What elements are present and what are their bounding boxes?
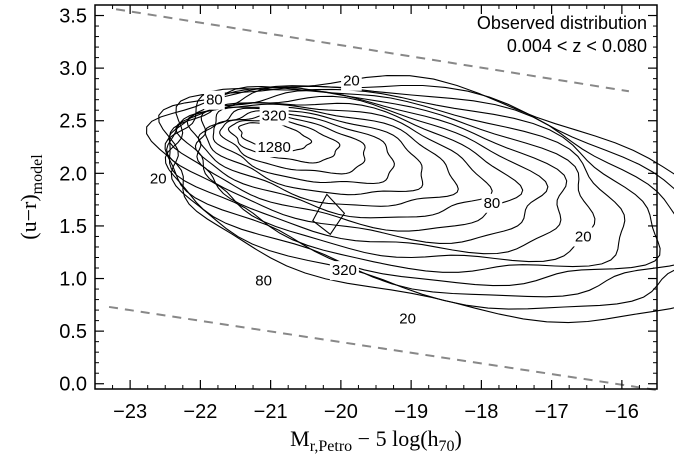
y-axis-label: (u−r)model [16, 154, 46, 240]
contour-label-background [253, 271, 274, 291]
contour-label-background [397, 309, 418, 329]
contour-label-group: 20 80 320 1280 20 80 20 320 80 20 [147, 71, 594, 329]
contour-level [164, 85, 674, 298]
contour-level [146, 75, 674, 324]
contour-label-background [255, 138, 293, 158]
y-tick-label: 3.0 [59, 58, 87, 80]
y-tick-label: 3.5 [59, 6, 87, 28]
contour-label: 80 [484, 195, 501, 212]
contour-level [164, 88, 661, 287]
contour-label-background [329, 261, 359, 281]
contour-label: 320 [332, 262, 357, 279]
contour-label: 20 [150, 171, 167, 188]
x-label-tail-sub: 70 [439, 438, 455, 455]
contour-level [194, 103, 493, 219]
x-label-close: ) [455, 426, 462, 451]
y-tick-label: 2.5 [59, 111, 87, 133]
x-tick-label: −23 [113, 401, 147, 423]
contour-label: 80 [255, 273, 272, 290]
axis-tick-labels: −23 −22 −21 −20 −19 −18 −17 −16 0.0 0.5 1.0 1.5 2.0 2… [59, 6, 639, 423]
annotation-line-2: 0.004 < z < 0.080 [507, 36, 647, 56]
contour-level [168, 90, 568, 255]
contour-label-background [204, 90, 225, 110]
contour-level [175, 95, 549, 244]
x-tick-label: −22 [183, 401, 217, 423]
x-tick-label: −18 [464, 401, 498, 423]
x-tick-label: −19 [394, 401, 428, 423]
contour-label: 20 [399, 311, 416, 328]
x-tick-label: −21 [254, 401, 288, 423]
contour-label-background [572, 227, 594, 247]
x-tick-label: −17 [535, 401, 569, 423]
contour-level [219, 113, 366, 175]
x-axis-label: Mr,Petro − 5 log(h70) [290, 426, 462, 455]
axis-ticks [94, 5, 658, 389]
y-tick-label: 1.0 [59, 269, 87, 291]
y-label-main: (u−r) [16, 194, 41, 239]
contour-label: 20 [343, 73, 360, 90]
contour-label: 20 [575, 228, 592, 245]
x-tick-label: −16 [605, 401, 639, 423]
contour-label-background [341, 71, 362, 91]
y-label-sub: model [29, 154, 46, 195]
dashed-lines [108, 8, 658, 392]
contour-level [212, 110, 395, 185]
y-tick-label: 2.0 [59, 163, 87, 185]
contour-level [197, 106, 459, 207]
contour-label-background [147, 169, 169, 189]
x-label-sub: r,Petro [310, 438, 352, 455]
contour-lines [146, 75, 674, 324]
lower-dashed-line [108, 305, 658, 392]
contour-label: 80 [206, 92, 223, 109]
annotation-line-1: Observed distribution [477, 13, 647, 33]
contour-label-background [481, 193, 503, 213]
y-tick-label: 0.5 [59, 321, 87, 343]
contour-level [227, 118, 341, 164]
contour-level [204, 107, 424, 196]
x-label-tail: − 5 log(h [352, 426, 438, 451]
x-tick-label: −20 [324, 401, 358, 423]
secondary-peak-contour [312, 193, 346, 236]
y-tick-label: 1.5 [59, 216, 87, 238]
upper-dashed-line [115, 8, 630, 93]
contour-label: 320 [262, 107, 287, 124]
contour-level [166, 86, 596, 263]
y-tick-label: 0.0 [59, 374, 87, 396]
contour-label: 1280 [257, 139, 290, 156]
x-label-main: M [290, 426, 310, 451]
contour-label-background [259, 106, 289, 126]
